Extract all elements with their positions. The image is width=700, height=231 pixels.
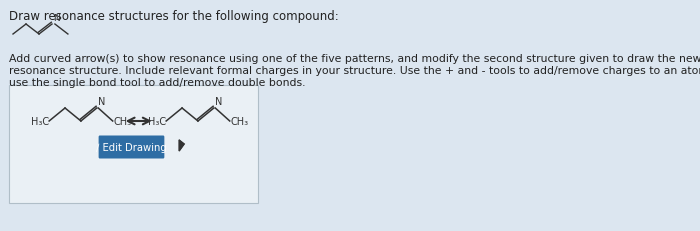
Text: ∕ Edit Drawing: ∕ Edit Drawing — [96, 142, 167, 152]
Text: H₃C: H₃C — [31, 116, 49, 126]
Text: N: N — [97, 97, 105, 106]
Text: CH₃: CH₃ — [113, 116, 132, 126]
Text: CH₃: CH₃ — [230, 116, 248, 126]
Text: N: N — [53, 14, 60, 23]
FancyBboxPatch shape — [99, 136, 164, 159]
Text: resonance structure. Include relevant formal charges in your structure. Use the : resonance structure. Include relevant fo… — [8, 66, 700, 76]
Text: Draw resonance structures for the following compound:: Draw resonance structures for the follow… — [8, 10, 338, 23]
FancyBboxPatch shape — [8, 86, 258, 203]
Text: Add curved arrow(s) to show resonance using one of the five patterns, and modify: Add curved arrow(s) to show resonance us… — [8, 54, 700, 64]
Text: H₃C: H₃C — [148, 116, 166, 126]
Text: N: N — [215, 97, 222, 106]
Text: use the single bond tool to add/remove double bonds.: use the single bond tool to add/remove d… — [8, 78, 305, 88]
Polygon shape — [179, 140, 184, 151]
